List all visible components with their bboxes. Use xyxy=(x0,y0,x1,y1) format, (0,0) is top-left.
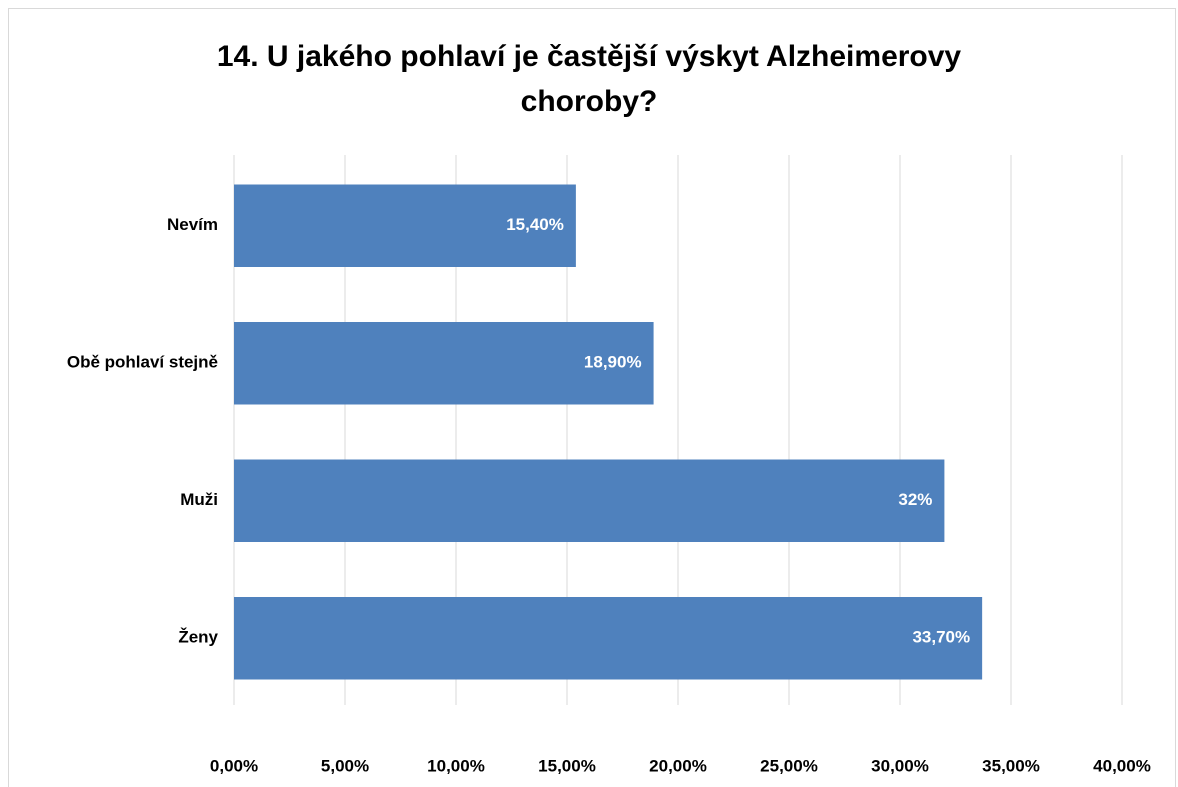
bar xyxy=(234,597,983,680)
y-tick-label: Nevím xyxy=(167,215,218,234)
x-tick-label: 30,00% xyxy=(871,756,929,775)
x-tick-label: 10,00% xyxy=(427,756,485,775)
x-tick-label: 25,00% xyxy=(760,756,818,775)
x-tick-label: 5,00% xyxy=(321,756,369,775)
x-tick-label: 35,00% xyxy=(982,756,1040,775)
data-label: 32% xyxy=(898,490,932,509)
chart-title: 14. U jakého pohlaví je častější výskyt … xyxy=(216,40,962,118)
bar xyxy=(234,184,576,267)
y-tick-label: Ženy xyxy=(178,628,218,647)
chart-frame xyxy=(8,8,1176,787)
x-tick-label: 40,00% xyxy=(1093,756,1151,775)
y-tick-label: Obě pohlaví stejně xyxy=(67,353,218,372)
data-label: 15,40% xyxy=(506,215,564,234)
bar xyxy=(234,322,654,405)
x-tick-label: 0,00% xyxy=(210,756,258,775)
x-tick-label: 20,00% xyxy=(649,756,707,775)
bar xyxy=(234,459,945,542)
y-tick-label: Muži xyxy=(180,490,218,509)
data-label: 18,90% xyxy=(584,353,642,372)
data-label: 33,70% xyxy=(912,628,970,647)
x-tick-label: 15,00% xyxy=(538,756,596,775)
